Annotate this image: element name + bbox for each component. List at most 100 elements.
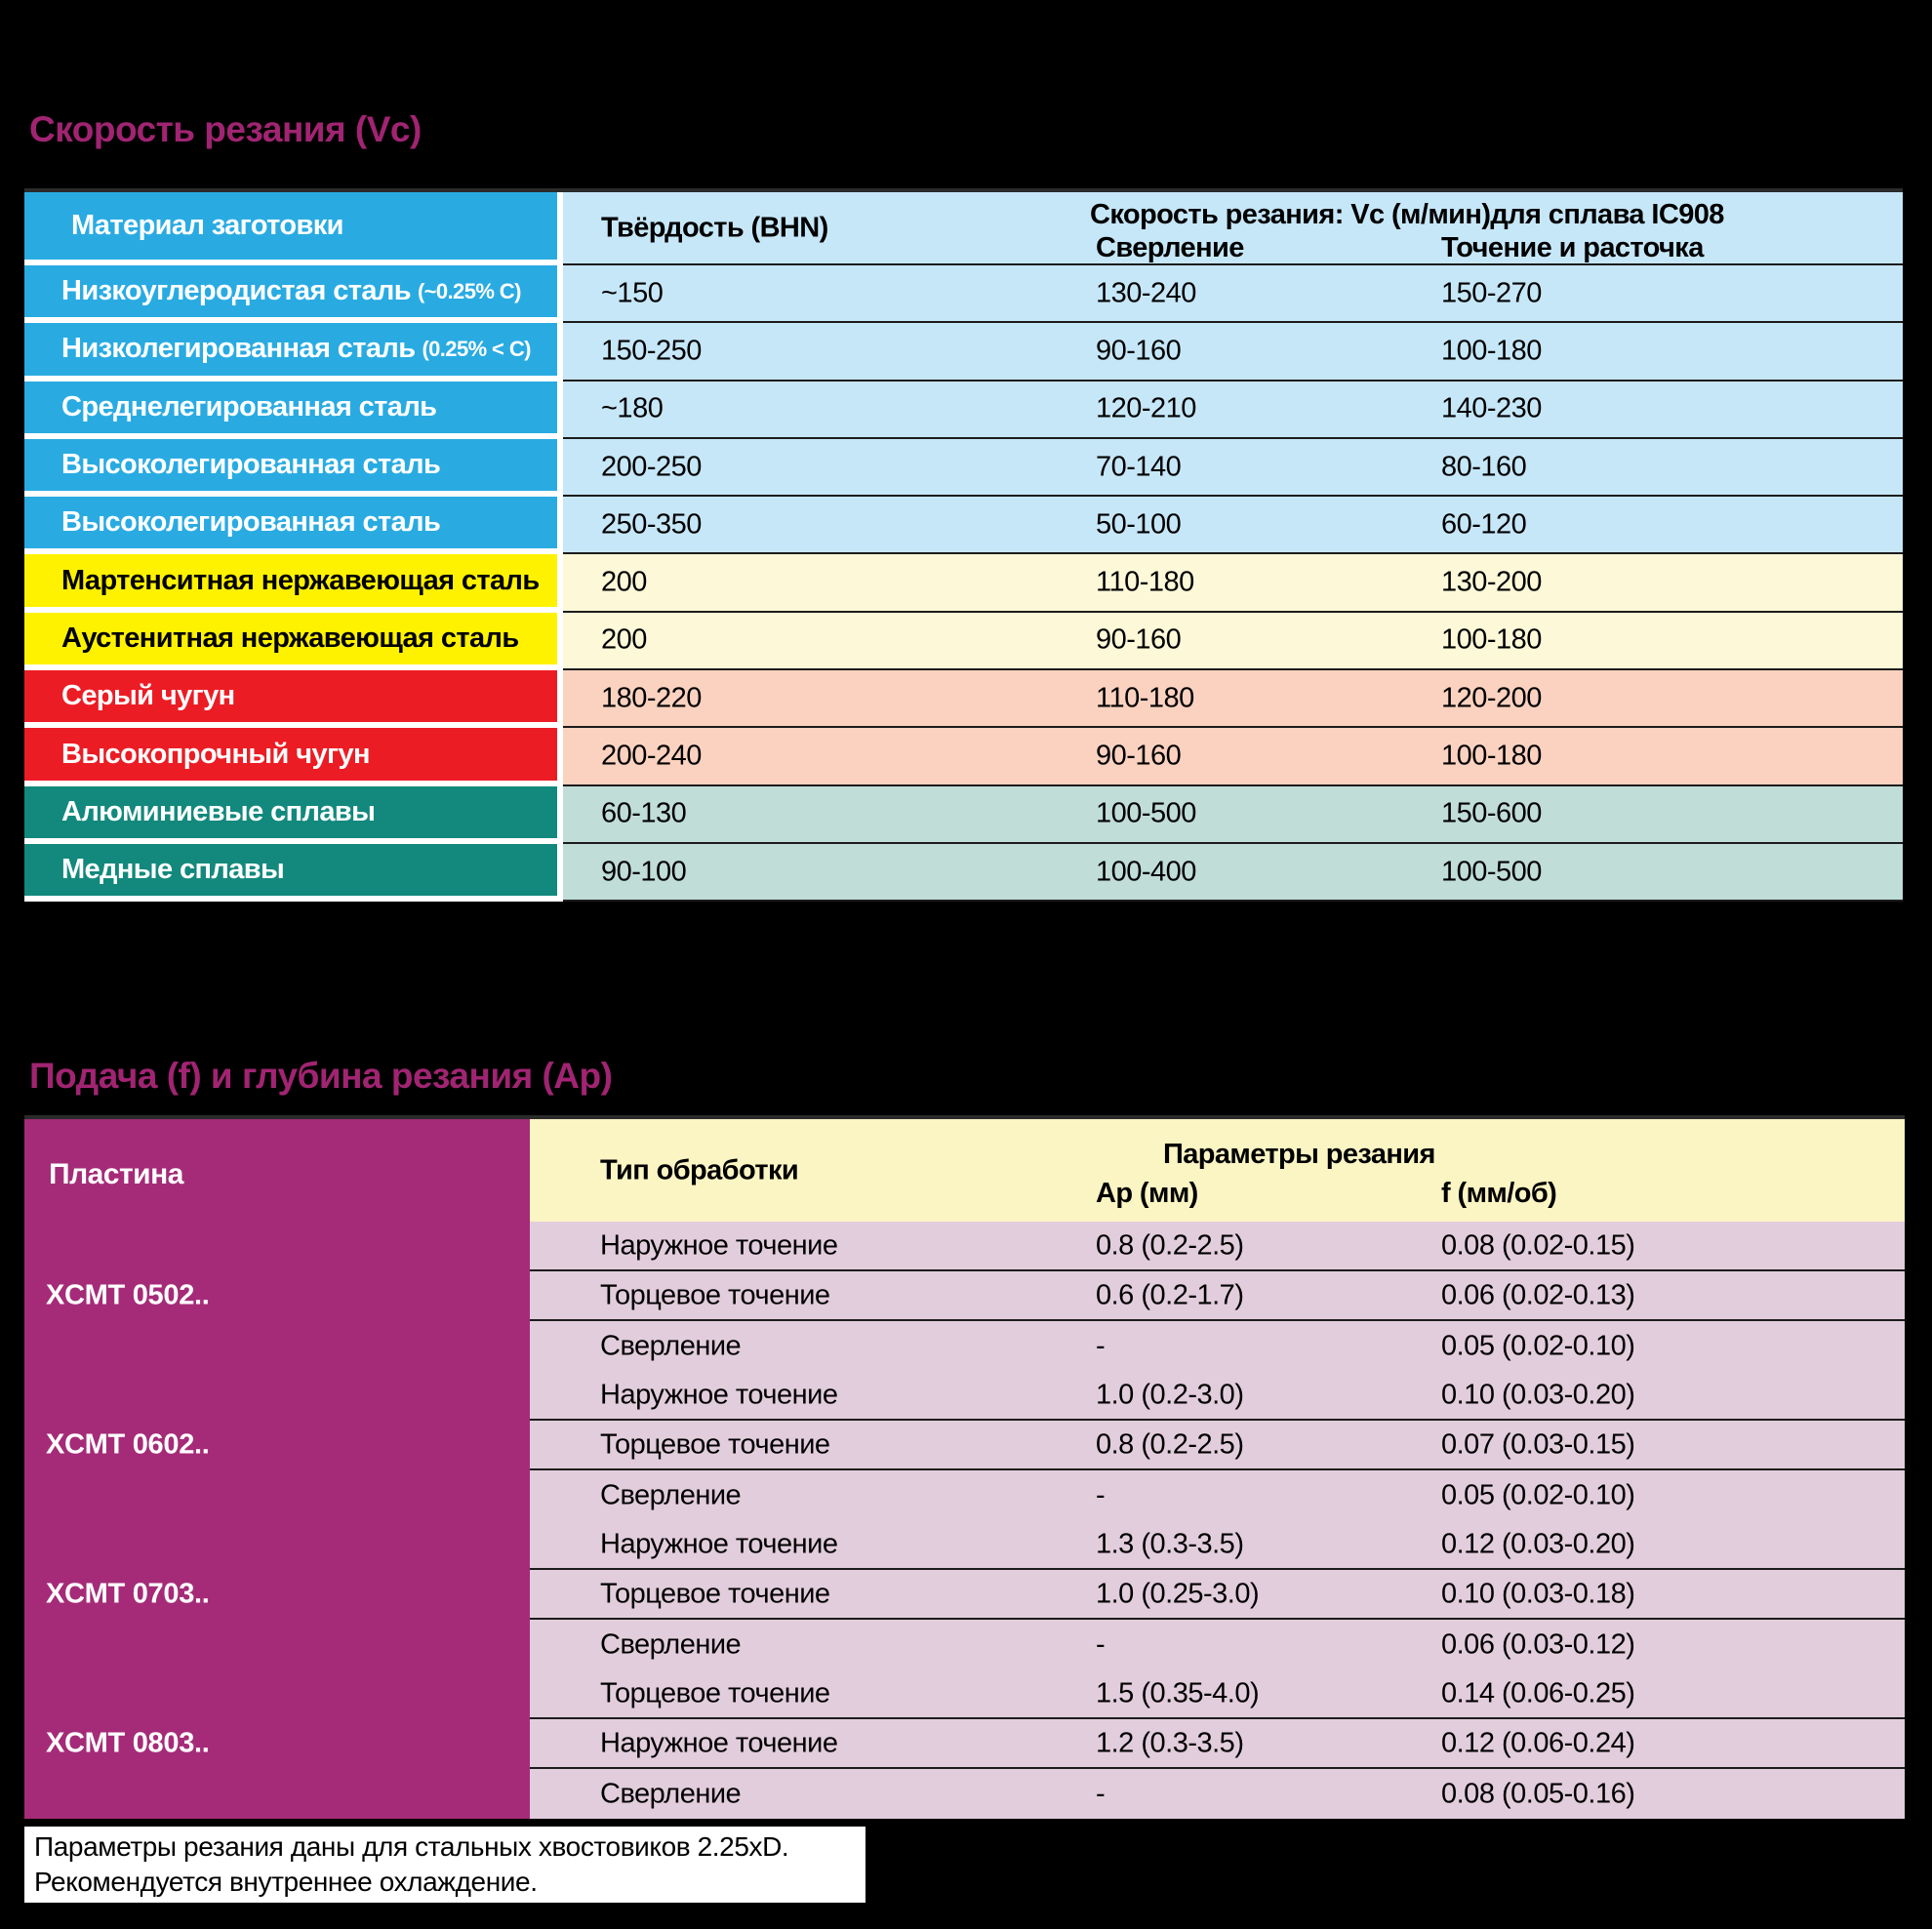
operation-value: Наружное точение bbox=[600, 1379, 838, 1410]
table-row: Торцевое точение 0.8 (0.2-2.5) 0.07 (0.03-… bbox=[530, 1421, 1905, 1470]
ap-value: 0.6 (0.2-1.7) bbox=[1096, 1279, 1244, 1310]
drilling-value: 100-500 bbox=[1096, 797, 1196, 829]
table-row: 60-130 100-500 150-600 bbox=[563, 785, 1903, 844]
table-row: Сверление - 0.08 (0.05-0.16) bbox=[530, 1769, 1905, 1819]
turning-value: 130-200 bbox=[1441, 566, 1542, 598]
f-value: 0.10 (0.03-0.20) bbox=[1441, 1379, 1635, 1410]
table-row: 180-220 110-180 120-200 bbox=[563, 670, 1903, 729]
operation-value: Наружное точение bbox=[600, 1727, 838, 1758]
insert-group-label: XCMT 0602.. bbox=[46, 1428, 210, 1461]
ap-value: - bbox=[1096, 1330, 1106, 1361]
material-header-cell: Материал заготовки bbox=[24, 192, 557, 260]
parameters-span-header: Параметры резания bbox=[1163, 1139, 1435, 1170]
material-row-label: Медные сплавы bbox=[24, 843, 557, 897]
turning-value: 100-180 bbox=[1441, 740, 1542, 772]
hardness-header: Твёрдость (BHN) bbox=[601, 212, 828, 243]
drilling-header: Сверление bbox=[1096, 232, 1244, 263]
f-value: 0.14 (0.06-0.25) bbox=[1441, 1677, 1635, 1708]
operation-value: Сверление bbox=[600, 1778, 742, 1809]
turning-value: 100-500 bbox=[1441, 856, 1542, 888]
cutting-speed-values: Твёрдость (BHN) Скорость резания: Vc (м/… bbox=[563, 192, 1903, 903]
hardness-value: 250-350 bbox=[601, 508, 702, 541]
hardness-value: 150-250 bbox=[601, 335, 702, 367]
operation-value: Сверление bbox=[600, 1628, 742, 1660]
table-row: Наружное точение 1.0 (0.2-3.0) 0.10 (0.03-… bbox=[530, 1371, 1905, 1421]
ap-value: - bbox=[1096, 1778, 1106, 1809]
operation-value: Сверление bbox=[600, 1479, 742, 1510]
table-row: ~150 130-240 150-270 bbox=[563, 265, 1903, 324]
hardness-value: 180-220 bbox=[601, 682, 702, 714]
feed-depth-title: Подача (f) и глубина резания (Ap) bbox=[29, 1056, 613, 1096]
drilling-value: 110-180 bbox=[1096, 566, 1194, 598]
ap-value: - bbox=[1096, 1628, 1106, 1660]
ap-value: 0.8 (0.2-2.5) bbox=[1096, 1229, 1244, 1261]
feed-depth-table: Пластина XCMT 0502.. XCMT 0602.. XCMT 07… bbox=[24, 1115, 1905, 1823]
hardness-value: 60-130 bbox=[601, 797, 687, 829]
ap-value: 0.8 (0.2-2.5) bbox=[1096, 1428, 1244, 1460]
f-value: 0.06 (0.02-0.13) bbox=[1441, 1279, 1635, 1310]
turning-value: 150-600 bbox=[1441, 797, 1542, 829]
ap-value: 1.5 (0.35-4.0) bbox=[1096, 1677, 1260, 1708]
material-row-label: Высокопрочный чугун bbox=[24, 728, 557, 781]
turning-value: 150-270 bbox=[1441, 277, 1542, 309]
ap-value: 1.0 (0.25-3.0) bbox=[1096, 1578, 1260, 1609]
operation-value: Торцевое точение bbox=[600, 1428, 830, 1460]
operation-value: Торцевое точение bbox=[600, 1279, 830, 1310]
cutting-speed-header: Твёрдость (BHN) Скорость резания: Vc (м/… bbox=[563, 192, 1903, 265]
material-row-label: Низкоуглеродистая сталь (~0.25% C) bbox=[24, 265, 557, 318]
table-row: Торцевое точение 1.5 (0.35-4.0) 0.14 (0.06… bbox=[530, 1669, 1905, 1719]
table-row: Наружное точение 1.3 (0.3-3.5) 0.12 (0.03-… bbox=[530, 1520, 1905, 1570]
material-row-label: Высоколегированная сталь bbox=[24, 497, 557, 549]
drilling-value: 70-140 bbox=[1096, 451, 1182, 483]
material-note: (~0.25% C) bbox=[417, 278, 521, 303]
turning-value: 100-180 bbox=[1441, 335, 1542, 367]
table-row: 200-240 90-160 100-180 bbox=[563, 728, 1903, 786]
material-row-label: Аустенитная нержавеющая сталь bbox=[24, 612, 557, 665]
operation-value: Торцевое точение bbox=[600, 1677, 830, 1708]
table-row: Сверление - 0.05 (0.02-0.10) bbox=[530, 1321, 1905, 1371]
material-column: Материал заготовки Низкоуглеродистая ста… bbox=[24, 192, 563, 902]
table-row: 250-350 50-100 60-120 bbox=[563, 497, 1903, 555]
f-value: 0.08 (0.02-0.15) bbox=[1441, 1229, 1635, 1261]
f-value: 0.05 (0.02-0.10) bbox=[1441, 1479, 1635, 1510]
insert-header: Пластина bbox=[49, 1158, 183, 1190]
drilling-value: 130-240 bbox=[1096, 277, 1196, 309]
footnote-box: Параметры резания даны для стальных хвос… bbox=[24, 1827, 865, 1903]
f-value: 0.12 (0.03-0.20) bbox=[1441, 1528, 1635, 1559]
table-row: Наружное точение 0.8 (0.2-2.5) 0.08 (0.02-… bbox=[530, 1222, 1905, 1271]
cutting-speed-title: Скорость резания (Vc) bbox=[29, 109, 422, 149]
material-row-label: Серый чугун bbox=[24, 670, 557, 723]
drilling-value: 90-160 bbox=[1096, 740, 1182, 772]
material-note: (0.25% < C) bbox=[422, 336, 531, 361]
drilling-value: 110-180 bbox=[1096, 682, 1194, 714]
table-row: Торцевое точение 1.0 (0.25-3.0) 0.10 (0.03… bbox=[530, 1570, 1905, 1620]
hardness-value: ~180 bbox=[601, 392, 664, 424]
material-row-label: Среднелегированная сталь bbox=[24, 381, 557, 433]
insert-group-label: XCMT 0502.. bbox=[46, 1279, 210, 1311]
f-value: 0.12 (0.06-0.24) bbox=[1441, 1727, 1635, 1758]
material-row-label: Низколегированная сталь (0.25% < C) bbox=[24, 323, 557, 376]
f-value: 0.06 (0.03-0.12) bbox=[1441, 1628, 1635, 1660]
ap-value: 1.2 (0.3-3.5) bbox=[1096, 1727, 1244, 1758]
drilling-value: 90-160 bbox=[1096, 335, 1182, 367]
table-row: Наружное точение 1.2 (0.3-3.5) 0.12 (0.06-… bbox=[530, 1719, 1905, 1769]
f-value: 0.05 (0.02-0.10) bbox=[1441, 1330, 1635, 1361]
table-row: 200 110-180 130-200 bbox=[563, 554, 1903, 613]
table-row: 90-100 100-400 100-500 bbox=[563, 843, 1903, 903]
turning-value: 80-160 bbox=[1441, 451, 1527, 483]
insert-group-label: XCMT 0803.. bbox=[46, 1727, 210, 1759]
f-value: 0.07 (0.03-0.15) bbox=[1441, 1428, 1635, 1460]
material-header-label: Материал заготовки bbox=[71, 210, 343, 241]
turning-header: Точение и расточка bbox=[1441, 232, 1704, 263]
f-value: 0.08 (0.05-0.16) bbox=[1441, 1778, 1635, 1809]
hardness-value: 200-250 bbox=[601, 451, 702, 483]
operation-value: Наружное точение bbox=[600, 1229, 838, 1261]
speed-span-header: Скорость резания: Vc (м/мин)для сплава I… bbox=[1090, 199, 1724, 230]
turning-value: 60-120 bbox=[1441, 508, 1527, 541]
drilling-value: 50-100 bbox=[1096, 508, 1182, 541]
material-row-label: Мартенситная нержавеющая сталь bbox=[24, 554, 557, 607]
ap-value: 1.3 (0.3-3.5) bbox=[1096, 1528, 1244, 1559]
table-row: 200-250 70-140 80-160 bbox=[563, 438, 1903, 498]
hardness-value: 90-100 bbox=[601, 856, 687, 888]
